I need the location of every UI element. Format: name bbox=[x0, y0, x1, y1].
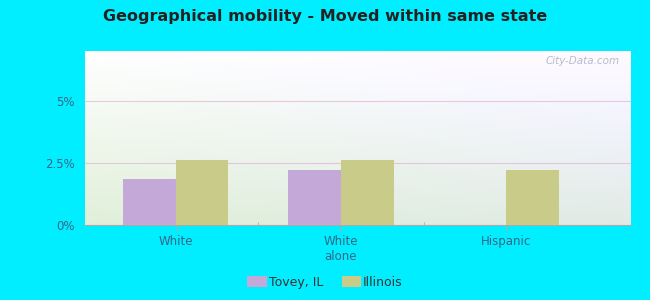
Bar bbox=[341, 160, 394, 225]
Bar bbox=[506, 170, 560, 225]
Bar bbox=[288, 170, 341, 225]
Bar bbox=[123, 179, 176, 225]
Text: City-Data.com: City-Data.com bbox=[545, 56, 619, 66]
Bar bbox=[176, 160, 228, 225]
Legend: Tovey, IL, Illinois: Tovey, IL, Illinois bbox=[242, 271, 408, 294]
Text: Geographical mobility - Moved within same state: Geographical mobility - Moved within sam… bbox=[103, 9, 547, 24]
